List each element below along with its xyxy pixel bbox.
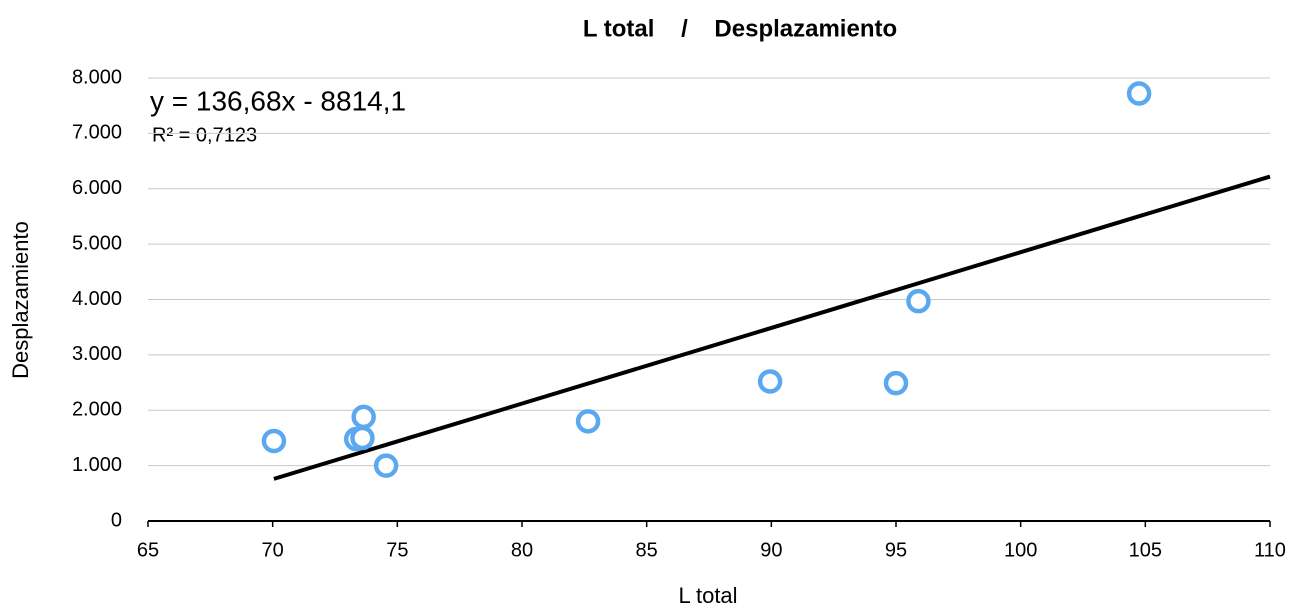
x-tick-label: 70 bbox=[262, 539, 284, 561]
y-tick-label: 5.000 bbox=[72, 232, 122, 254]
y-tick-label: 0 bbox=[111, 509, 122, 531]
y-tick-label: 3.000 bbox=[72, 343, 122, 365]
x-tick-label: 75 bbox=[386, 539, 408, 561]
trendline-r2: R² = 0,7123 bbox=[152, 124, 257, 146]
x-tick-label: 105 bbox=[1129, 539, 1162, 561]
x-tick-label: 65 bbox=[137, 539, 159, 561]
x-tick-label: 110 bbox=[1254, 539, 1286, 561]
y-tick-label: 4.000 bbox=[72, 288, 122, 310]
trendline bbox=[273, 174, 1271, 481]
point bbox=[1126, 81, 1152, 106]
point bbox=[351, 404, 376, 430]
x-tick-label: 100 bbox=[1004, 539, 1037, 561]
y-axis-label: Desplazamiento bbox=[8, 221, 33, 379]
y-tick-label: 6.000 bbox=[72, 177, 122, 199]
x-axis-label: L total bbox=[678, 583, 737, 608]
chart-title: L total / Desplazamiento bbox=[583, 15, 897, 42]
x-tick-label: 85 bbox=[636, 539, 658, 561]
point bbox=[373, 453, 399, 478]
point bbox=[906, 288, 931, 314]
x-tick-label: 95 bbox=[885, 539, 907, 561]
y-tick-label: 8.000 bbox=[72, 66, 122, 88]
y-tick-label: 2.000 bbox=[72, 399, 122, 421]
x-tick-label: 80 bbox=[511, 539, 533, 561]
y-tick-label: 7.000 bbox=[72, 122, 122, 144]
point bbox=[883, 370, 909, 396]
point bbox=[350, 425, 375, 451]
trendline-equation: y = 136,68x - 8814,1 bbox=[150, 85, 406, 116]
x-tick-label: 90 bbox=[760, 539, 782, 561]
point bbox=[261, 428, 287, 454]
y-tick-label: 1.000 bbox=[72, 454, 122, 476]
point bbox=[575, 409, 601, 434]
point bbox=[757, 369, 783, 394]
